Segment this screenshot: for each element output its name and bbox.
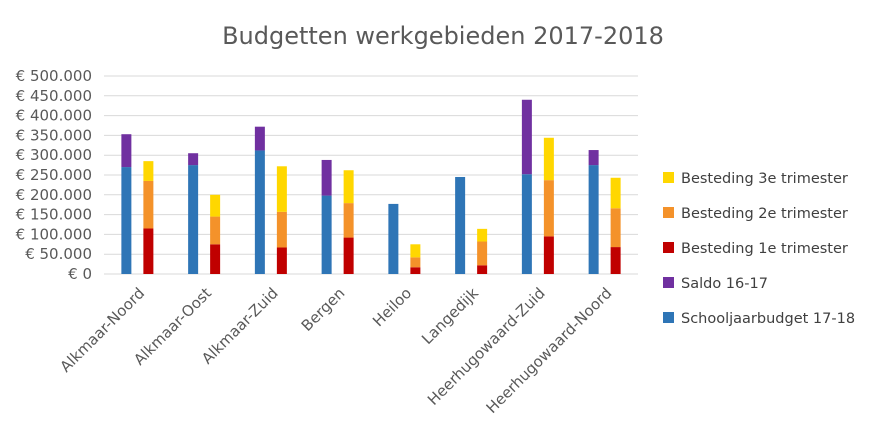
bar-segment <box>210 216 221 245</box>
y-tick-label: € 350.000 <box>16 126 92 144</box>
bar-segment <box>254 150 265 274</box>
bar-segment <box>343 237 354 274</box>
bar-segment <box>543 236 554 274</box>
bar-segment <box>610 247 621 274</box>
bar-segment <box>543 180 554 237</box>
bar-segment <box>276 166 287 212</box>
bar-segment <box>276 247 287 274</box>
bar-segment <box>388 203 399 274</box>
bar-segment <box>343 203 354 238</box>
bar-segment <box>254 126 265 151</box>
bar-segment <box>588 165 599 274</box>
bar-segment <box>210 244 221 274</box>
y-tick-label: € 400.000 <box>16 107 92 125</box>
bar-segment <box>588 150 599 166</box>
bar-segment <box>477 241 488 266</box>
bar-segment <box>276 211 287 248</box>
bar-segment <box>143 180 154 229</box>
x-tick-label: Heerhugowaard-Zuid <box>424 284 549 409</box>
legend-label: Besteding 1e trimester <box>681 241 848 257</box>
bar-segment <box>410 267 421 274</box>
bar-segment <box>121 134 132 168</box>
bar-segment <box>477 228 488 242</box>
y-tick-label: € 200.000 <box>16 186 92 204</box>
legend-swatch <box>663 207 674 218</box>
y-axis-ticks: € 0 € 50.000 € 100.000€ 150.000 € 200.000 € … <box>16 67 92 283</box>
bar-segment <box>321 159 332 196</box>
legend-swatch <box>663 242 674 253</box>
bar-segment <box>610 208 621 248</box>
y-tick-label: € 500.000 <box>16 67 92 85</box>
bar-segment <box>188 165 199 274</box>
legend-label: Besteding 2e trimester <box>681 206 848 222</box>
y-tick-label: € 150.000 <box>16 206 92 224</box>
bars <box>121 99 621 274</box>
x-tick-label: Langedijk <box>418 284 482 348</box>
legend-swatch <box>663 312 674 323</box>
legend-label: Schooljaarbudget 17-18 <box>681 311 855 327</box>
bar-segment <box>121 167 132 274</box>
legend-swatch <box>663 277 674 288</box>
y-tick-label: € 100.000 <box>16 225 92 243</box>
bar-segment <box>455 176 466 274</box>
y-tick-label: € 0 <box>68 265 92 283</box>
bar-segment <box>143 161 154 181</box>
bar-segment <box>410 244 421 258</box>
gridlines <box>104 75 638 275</box>
bar-segment <box>477 265 488 274</box>
x-tick-label: Heiloo <box>369 284 415 330</box>
x-tick-label: Alkmaar-Noord <box>56 284 148 376</box>
bar-segment <box>210 194 221 217</box>
legend-label: Saldo 16-17 <box>681 276 768 292</box>
legend: Besteding 3e trimester Besteding 2e trime… <box>663 171 855 327</box>
chart-title: Budgetten werkgebieden 2017-2018 <box>222 22 664 50</box>
bar-segment <box>521 99 532 175</box>
bar-segment <box>543 137 554 181</box>
y-tick-label: € 50.000 <box>25 245 92 263</box>
x-tick-label: Bergen <box>298 284 349 335</box>
bar-segment <box>521 174 532 274</box>
legend-swatch <box>663 172 674 183</box>
bar-segment <box>343 170 354 204</box>
bar-segment <box>188 153 199 166</box>
bar-segment <box>143 228 154 274</box>
y-tick-label: € 300.000 <box>16 146 92 164</box>
bar-segment <box>321 195 332 274</box>
y-tick-label: € 250.000 <box>16 166 92 184</box>
x-tick-label: Heerhugowaard-Noord <box>483 284 616 417</box>
bar-segment <box>410 257 421 268</box>
legend-label: Besteding 3e trimester <box>681 171 848 187</box>
bar-segment <box>610 177 621 209</box>
y-tick-label: € 450.000 <box>16 87 92 105</box>
